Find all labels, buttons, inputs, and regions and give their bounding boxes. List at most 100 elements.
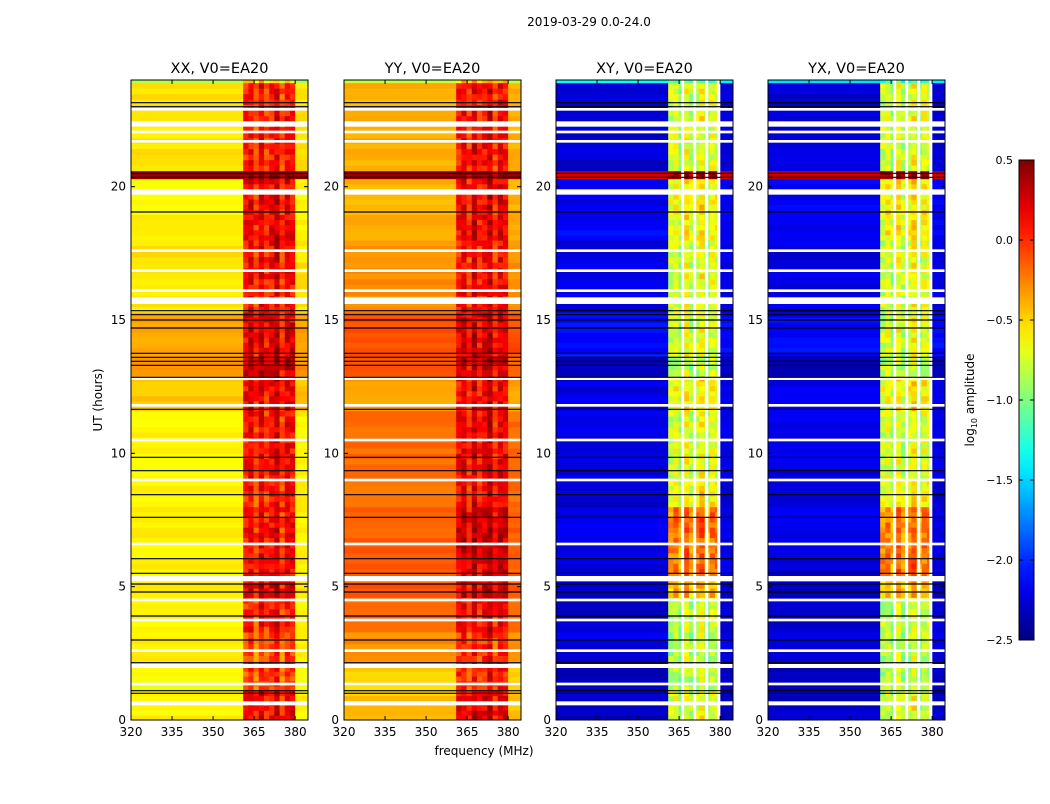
heatmap-cell xyxy=(467,485,473,491)
heatmap-cell xyxy=(290,342,296,348)
heatmap-cell xyxy=(344,644,457,650)
heatmap-cell xyxy=(131,149,244,155)
heatmap-cell xyxy=(720,337,733,343)
heatmap-cell xyxy=(493,620,499,626)
heatmap-cell xyxy=(461,143,467,149)
heatmap-cell xyxy=(131,391,244,396)
heatmap-cell xyxy=(556,257,669,263)
heatmap-cell xyxy=(498,638,504,644)
heatmap-cell xyxy=(461,538,467,544)
flagged-time xyxy=(344,479,521,482)
heatmap-cell xyxy=(295,322,308,328)
heatmap-cell xyxy=(673,337,679,343)
heatmap-cell xyxy=(477,370,483,377)
heatmap-cell xyxy=(461,357,467,364)
heatmap-cell xyxy=(131,184,244,190)
heatmap-cell xyxy=(922,593,928,598)
heatmap-cell xyxy=(556,83,669,89)
heatmap-cell xyxy=(243,94,249,100)
heatmap-cell xyxy=(274,396,280,401)
heatmap-cell xyxy=(720,411,733,417)
heatmap-cell xyxy=(477,427,483,433)
heatmap-cell xyxy=(131,322,244,328)
heatmap-cell xyxy=(254,696,260,701)
flagged-time xyxy=(344,249,521,252)
heatmap-cell xyxy=(290,453,296,459)
heatmap-cell xyxy=(668,364,674,371)
heatmap-cell xyxy=(556,154,669,160)
heatmap-cell xyxy=(285,332,291,338)
heatmap-cell xyxy=(285,184,291,190)
heatmap-cell xyxy=(243,705,249,710)
heatmap-cell xyxy=(673,638,679,644)
heatmap-cell xyxy=(482,342,488,348)
heatmap-cell xyxy=(472,160,478,166)
heatmap-cell xyxy=(290,491,296,497)
heatmap-cell xyxy=(493,676,499,681)
heatmap-cell xyxy=(684,432,690,438)
heatmap-cell xyxy=(768,626,881,632)
flagged-time xyxy=(131,649,308,652)
heatmap-cell xyxy=(248,342,254,348)
heatmap-cell xyxy=(243,370,249,377)
heatmap-cell xyxy=(684,548,690,554)
heatmap-cell xyxy=(131,154,244,160)
heatmap-cell xyxy=(295,273,308,279)
heatmap-cell xyxy=(243,194,249,200)
heatmap-cell xyxy=(243,342,249,348)
heatmap-cell xyxy=(493,342,499,348)
heatmap-cell xyxy=(498,370,504,377)
heatmap-cell xyxy=(259,448,265,454)
heatmap-cell xyxy=(467,110,473,116)
heatmap-cell xyxy=(493,230,499,236)
heatmap-cell xyxy=(720,143,733,149)
heatmap-cell xyxy=(673,235,679,241)
heatmap-cell xyxy=(274,165,280,171)
x-tick-label: 320 xyxy=(333,725,356,739)
heatmap-cell xyxy=(720,94,733,100)
heatmap-cell xyxy=(673,448,679,454)
heatmap-cell xyxy=(482,230,488,236)
heatmap-cell xyxy=(710,194,716,200)
heatmap-cell xyxy=(264,421,270,427)
heatmap-cell xyxy=(456,381,462,386)
heatmap-cell xyxy=(493,532,499,538)
heatmap-cell xyxy=(290,279,296,285)
heatmap-cell xyxy=(243,230,249,236)
heatmap-cell xyxy=(508,644,521,650)
heatmap-cell xyxy=(556,165,669,171)
heatmap-cell xyxy=(477,626,483,632)
heatmap-cell xyxy=(556,421,669,427)
heatmap-cell xyxy=(503,370,509,377)
heatmap-cell xyxy=(720,88,733,94)
heatmap-cell xyxy=(720,548,733,554)
heatmap-cell xyxy=(699,710,705,715)
heatmap-cell xyxy=(285,204,291,210)
heatmap-cell xyxy=(461,396,467,401)
heatmap-cell xyxy=(668,705,674,710)
heatmap-cell xyxy=(498,411,504,417)
heatmap-cell xyxy=(295,496,308,502)
heatmap-cell xyxy=(668,527,674,533)
heatmap-cell xyxy=(131,235,244,241)
flagged-time xyxy=(344,599,521,602)
heatmap-cell xyxy=(264,154,270,160)
heatmap-cell xyxy=(503,357,509,364)
heatmap-cell xyxy=(269,448,275,454)
heatmap-cell xyxy=(477,532,483,538)
heatmap-cell xyxy=(290,638,296,644)
heatmap-cell xyxy=(248,620,254,626)
heatmap-cell xyxy=(461,179,467,185)
heatmap-cell xyxy=(472,179,478,185)
heatmap-cell xyxy=(699,532,705,538)
heatmap-cell xyxy=(456,347,462,353)
heatmap-cell xyxy=(477,199,483,205)
heatmap-cell xyxy=(896,632,902,638)
heatmap-cell xyxy=(248,235,254,241)
heatmap-cell xyxy=(280,370,286,377)
heatmap-cell xyxy=(493,705,499,710)
heatmap-cell xyxy=(295,386,308,391)
heatmap-cell xyxy=(259,696,265,701)
